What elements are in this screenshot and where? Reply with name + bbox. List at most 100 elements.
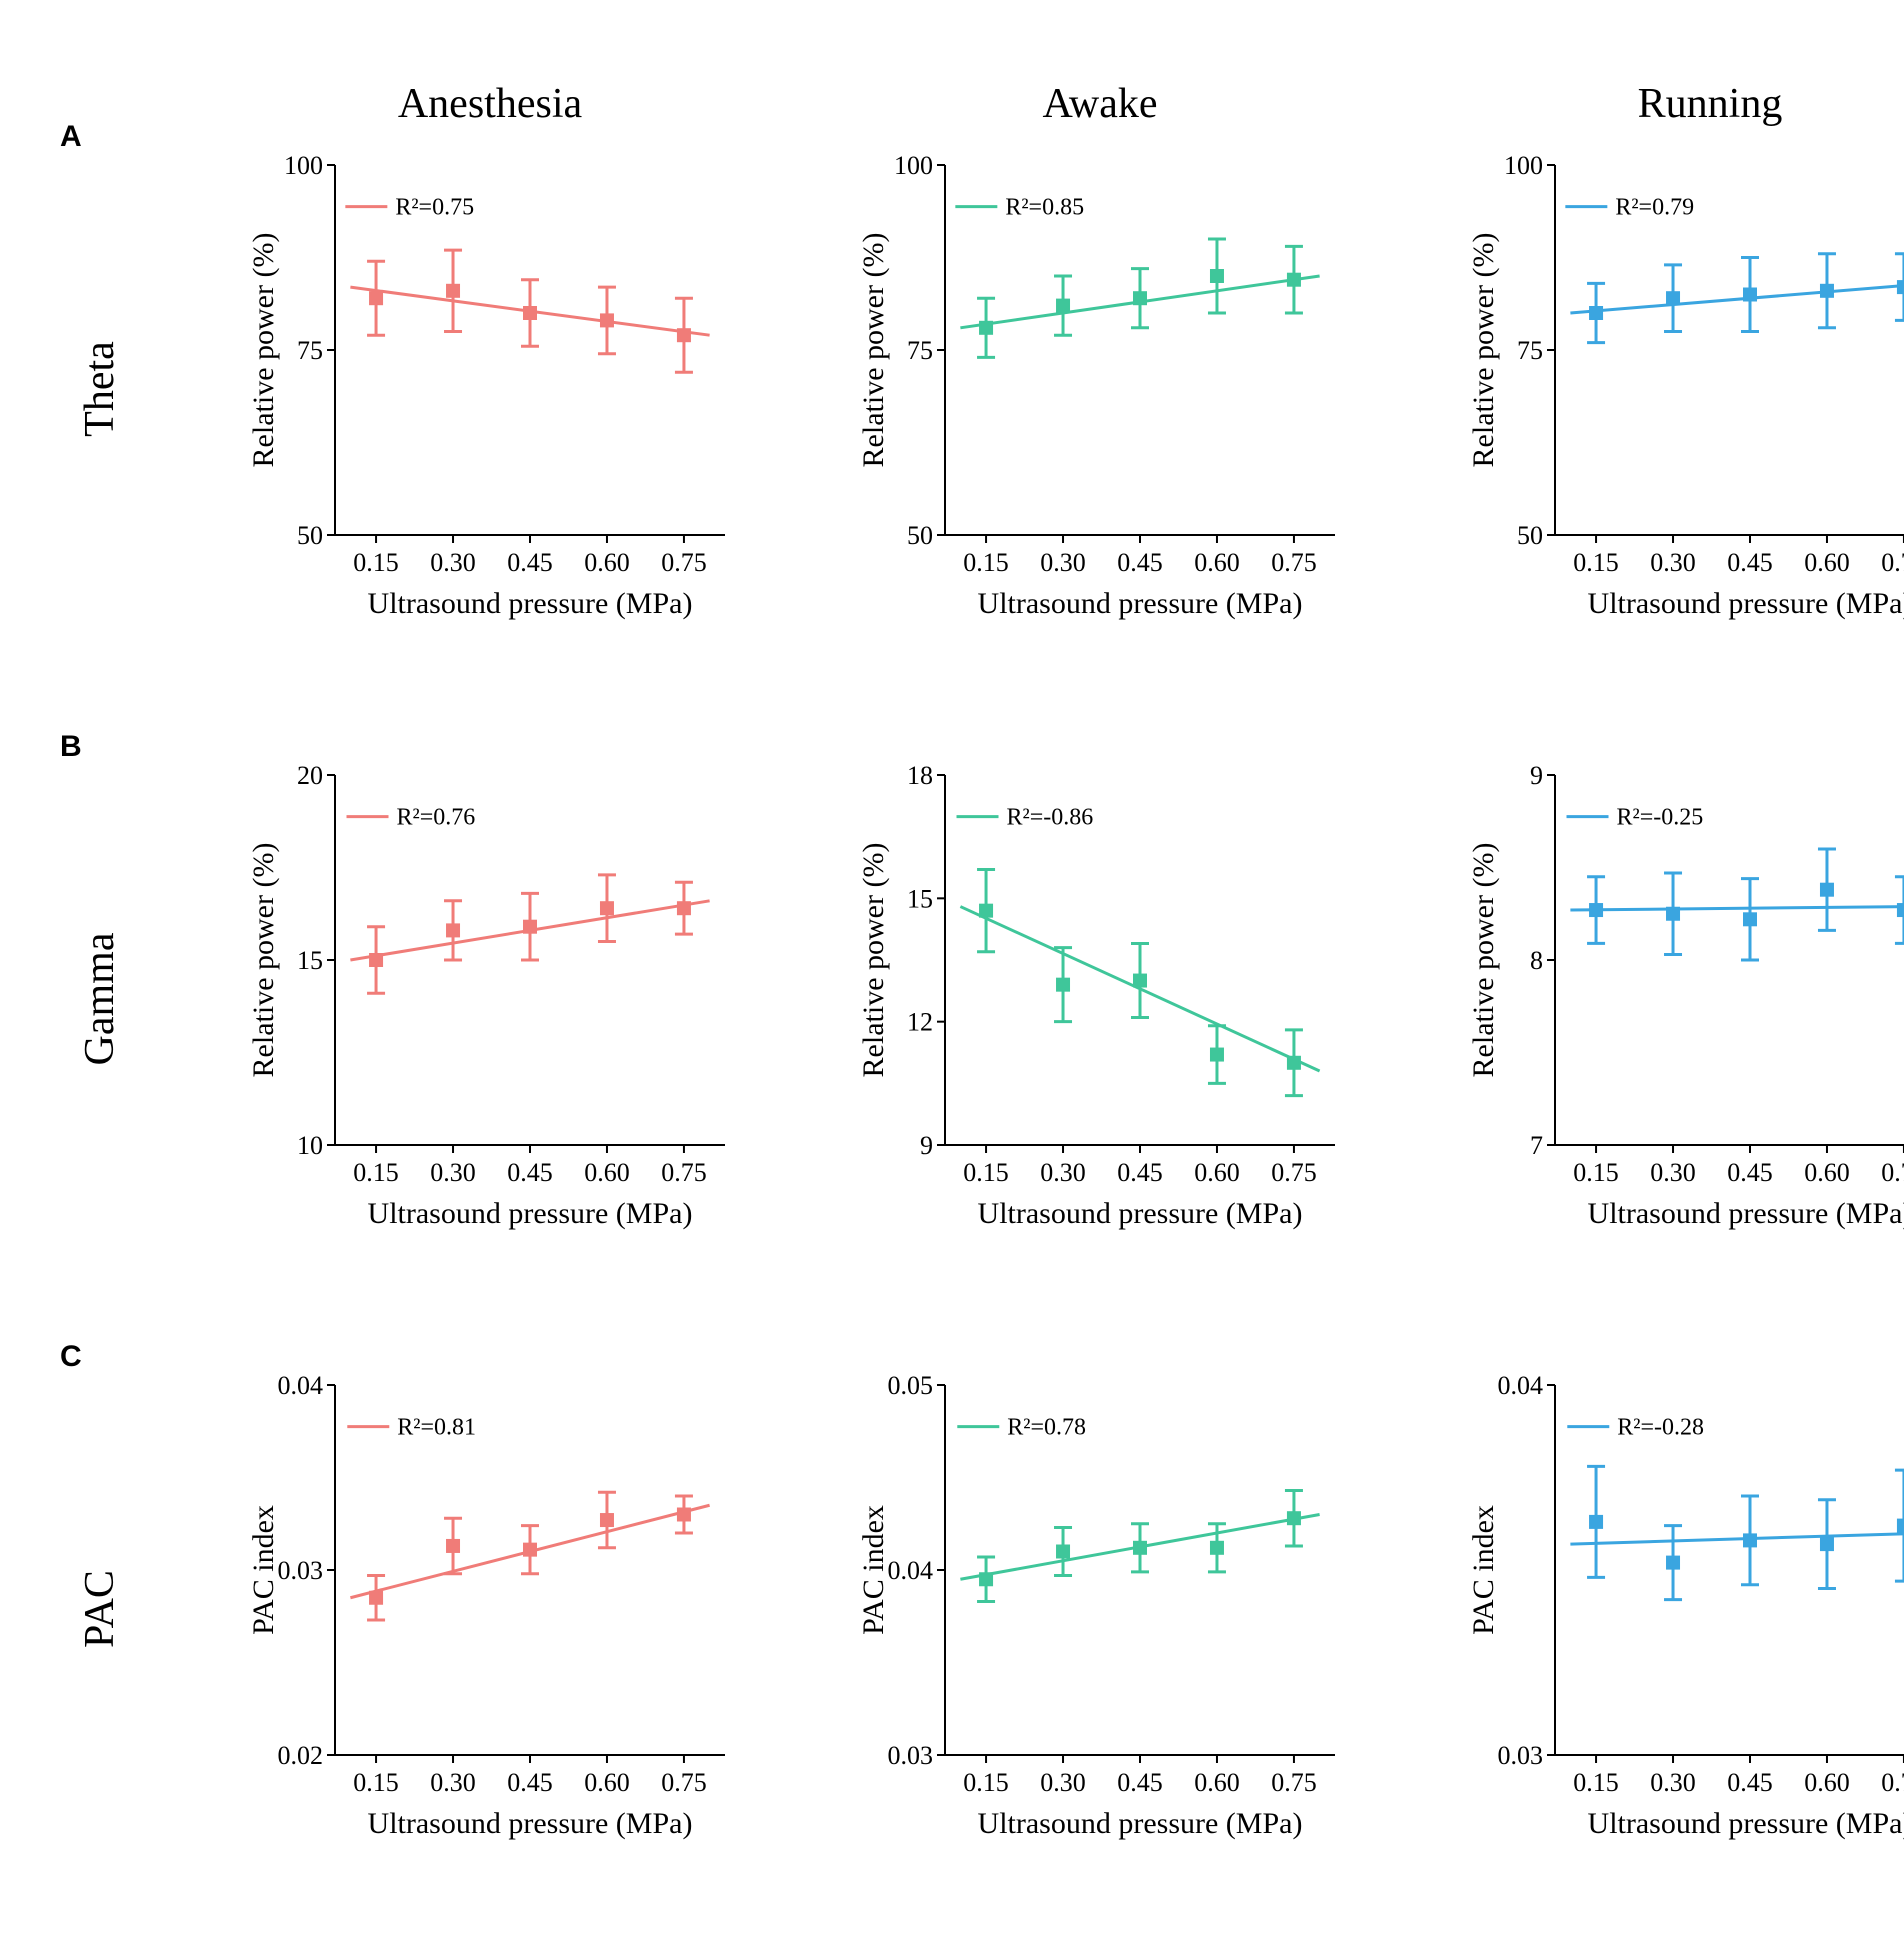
svg-text:0.60: 0.60 — [584, 1768, 630, 1797]
svg-text:0.02: 0.02 — [278, 1741, 324, 1770]
svg-text:0.03: 0.03 — [888, 1741, 934, 1770]
svg-text:0.45: 0.45 — [1117, 1768, 1163, 1797]
svg-text:0.45: 0.45 — [507, 1768, 553, 1797]
y-axis-label: PAC index — [857, 1505, 890, 1635]
data-point — [1898, 281, 1904, 293]
svg-text:0.60: 0.60 — [1194, 1768, 1240, 1797]
svg-text:7: 7 — [1530, 1131, 1543, 1160]
svg-text:0.15: 0.15 — [1573, 548, 1619, 577]
svg-text:9: 9 — [920, 1131, 933, 1160]
data-point — [1288, 274, 1300, 286]
data-point — [601, 902, 613, 914]
svg-text:0.04: 0.04 — [278, 1371, 324, 1400]
data-point — [1590, 307, 1602, 319]
svg-text:50: 50 — [297, 521, 323, 550]
data-point — [1057, 1546, 1069, 1558]
data-point — [370, 954, 382, 966]
data-point — [1667, 292, 1679, 304]
y-axis-label: Relative power (%) — [247, 233, 280, 468]
svg-text:0.60: 0.60 — [584, 1158, 630, 1187]
r-squared-label: R²=-0.25 — [1617, 805, 1704, 831]
svg-text:0.03: 0.03 — [1498, 1741, 1544, 1770]
svg-text:0.45: 0.45 — [507, 1158, 553, 1187]
x-axis-label: Ultrasound pressure (MPa) — [978, 587, 1303, 620]
svg-text:15: 15 — [297, 946, 323, 975]
y-axis-label: PAC index — [1467, 1505, 1500, 1635]
data-point — [601, 1514, 613, 1526]
svg-text:0.45: 0.45 — [1727, 1158, 1773, 1187]
data-point — [1898, 904, 1904, 916]
svg-text:0.15: 0.15 — [353, 1158, 399, 1187]
svg-text:0.15: 0.15 — [1573, 1158, 1619, 1187]
svg-text:0.15: 0.15 — [1573, 1768, 1619, 1797]
svg-text:0.30: 0.30 — [1040, 548, 1086, 577]
r-squared-label: R²=0.78 — [1007, 1415, 1086, 1441]
data-point — [1288, 1057, 1300, 1069]
svg-text:0.30: 0.30 — [1040, 1768, 1086, 1797]
x-axis-label: Ultrasound pressure (MPa) — [978, 1197, 1303, 1230]
data-point — [1057, 300, 1069, 312]
row-label-0: Theta — [76, 289, 124, 489]
row-label-1: Gamma — [76, 899, 124, 1099]
svg-text:0.75: 0.75 — [1881, 548, 1904, 577]
data-point — [1134, 975, 1146, 987]
x-axis-label: Ultrasound pressure (MPa) — [1588, 1807, 1904, 1840]
svg-text:8: 8 — [1530, 946, 1543, 975]
data-point — [1134, 1542, 1146, 1554]
chart-pac-awake: 0.030.040.050.150.300.450.600.75Ultrasou… — [850, 1360, 1350, 1860]
chart-pac-anesthesia: 0.020.030.040.150.300.450.600.75Ultrasou… — [240, 1360, 740, 1860]
svg-text:75: 75 — [1517, 336, 1543, 365]
svg-text:0.45: 0.45 — [1727, 1768, 1773, 1797]
y-axis-label: PAC index — [247, 1505, 280, 1635]
x-axis-label: Ultrasound pressure (MPa) — [368, 1807, 693, 1840]
column-header-1: Awake — [850, 80, 1350, 128]
r-squared-label: R²=0.76 — [397, 805, 476, 831]
r-squared-label: R²=-0.28 — [1617, 1415, 1704, 1441]
data-point — [1211, 1542, 1223, 1554]
svg-text:100: 100 — [284, 151, 323, 180]
data-point — [1590, 1516, 1602, 1528]
data-point — [980, 905, 992, 917]
column-header-2: Running — [1460, 80, 1904, 128]
data-point — [1898, 1520, 1904, 1532]
data-point — [1211, 1049, 1223, 1061]
x-axis-label: Ultrasound pressure (MPa) — [978, 1807, 1303, 1840]
r-squared-label: R²=0.79 — [1615, 195, 1694, 221]
regression-line — [1570, 283, 1904, 313]
svg-text:0.15: 0.15 — [963, 1158, 1009, 1187]
r-squared-label: R²=0.81 — [397, 1415, 476, 1441]
r-squared-label: R²=0.85 — [1005, 195, 1084, 221]
panel-label-A: A — [60, 120, 82, 154]
chart-pac-running: 0.030.040.150.300.450.600.75Ultrasound p… — [1460, 1360, 1904, 1860]
svg-text:0.75: 0.75 — [1881, 1768, 1904, 1797]
svg-text:0.60: 0.60 — [1194, 1158, 1240, 1187]
svg-text:12: 12 — [907, 1008, 933, 1037]
svg-text:100: 100 — [1504, 151, 1543, 180]
svg-text:0.75: 0.75 — [1271, 1768, 1317, 1797]
svg-text:0.04: 0.04 — [1498, 1371, 1544, 1400]
svg-text:18: 18 — [907, 761, 933, 790]
svg-text:0.45: 0.45 — [1117, 548, 1163, 577]
svg-text:0.15: 0.15 — [963, 1768, 1009, 1797]
svg-text:0.03: 0.03 — [278, 1556, 324, 1585]
chart-theta-anesthesia: 50751000.150.300.450.600.75Ultrasound pr… — [240, 140, 740, 640]
svg-text:15: 15 — [907, 884, 933, 913]
data-point — [601, 314, 613, 326]
panel-label-C: C — [60, 1340, 82, 1374]
data-point — [1821, 1538, 1833, 1550]
svg-text:0.60: 0.60 — [584, 548, 630, 577]
svg-text:0.60: 0.60 — [1804, 548, 1850, 577]
svg-text:0.60: 0.60 — [1194, 548, 1240, 577]
svg-text:0.05: 0.05 — [888, 1371, 934, 1400]
svg-text:0.75: 0.75 — [1881, 1158, 1904, 1187]
data-point — [1211, 270, 1223, 282]
data-point — [524, 1544, 536, 1556]
figure-panel-grid: AnesthesiaAwakeRunningThetaGammaPACABC50… — [20, 20, 1904, 1916]
svg-text:0.30: 0.30 — [430, 548, 476, 577]
data-point — [1744, 913, 1756, 925]
data-point — [1821, 285, 1833, 297]
r-squared-label: R²=0.75 — [395, 195, 474, 221]
chart-theta-running: 50751000.150.300.450.600.75Ultrasound pr… — [1460, 140, 1904, 640]
data-point — [1057, 979, 1069, 991]
svg-text:0.75: 0.75 — [661, 1768, 707, 1797]
